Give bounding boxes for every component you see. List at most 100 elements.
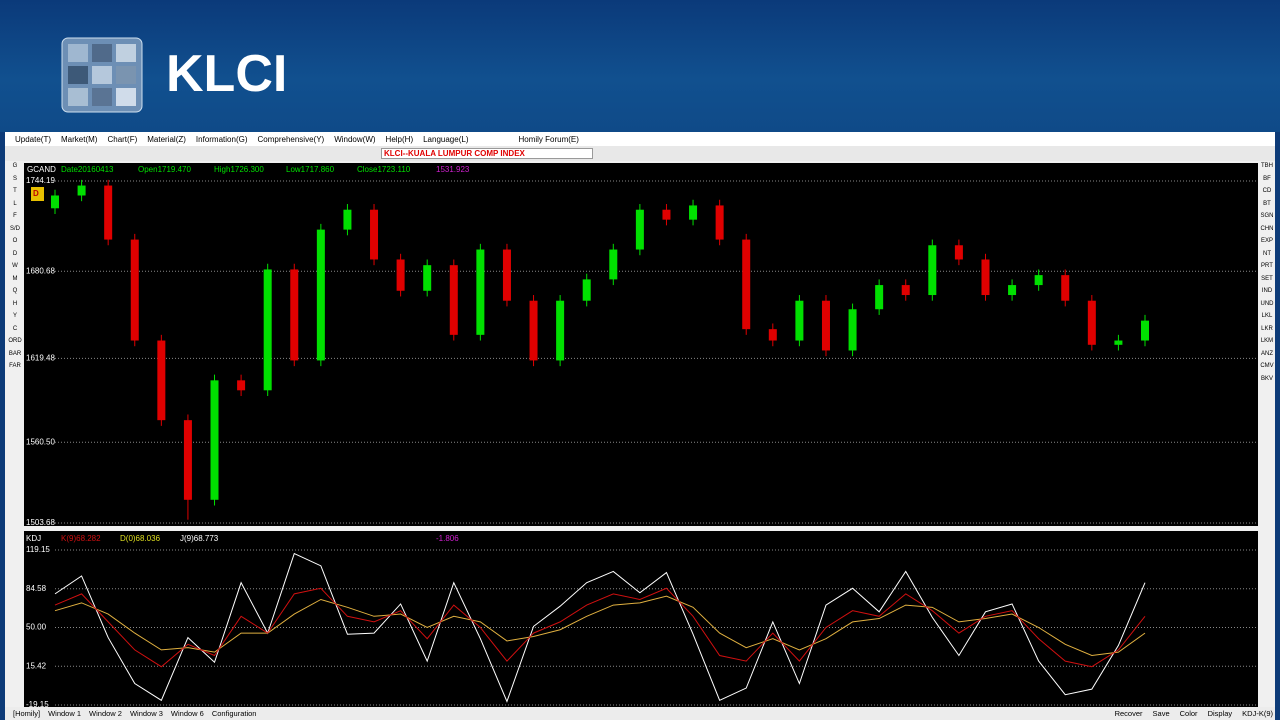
y-tick-label: 119.15 xyxy=(26,545,50,554)
quote-info: Low1717.860 xyxy=(286,165,335,174)
tool-button[interactable]: BAR xyxy=(8,350,22,357)
charts: 1744.19 1680.68 1619.48 1560.50 1503.68 GCAND… xyxy=(24,163,1258,707)
menu-item[interactable]: Market(M) xyxy=(61,134,98,144)
candle-body xyxy=(51,195,59,209)
quote-info: 1531.923 xyxy=(436,165,470,174)
tool-button[interactable]: S xyxy=(12,175,17,182)
tool-button[interactable]: CHN xyxy=(1260,225,1274,232)
status-button[interactable]: Recover xyxy=(1114,709,1143,718)
tool-button[interactable]: Q xyxy=(12,288,18,294)
y-tick-label: -19.15 xyxy=(26,700,49,707)
tab[interactable]: [Homily] xyxy=(13,709,41,718)
kdj-line xyxy=(54,552,1146,703)
badge: D xyxy=(33,189,39,198)
candle-body xyxy=(502,249,511,301)
tool-button[interactable]: Y xyxy=(12,313,17,319)
status-button[interactable]: Save xyxy=(1152,709,1170,718)
candle-body xyxy=(529,300,538,361)
toolbar: KLCI--KUALA LUMPUR COMP INDEX xyxy=(5,146,1275,161)
quote-info: High1726.300 xyxy=(214,165,264,174)
candle-body xyxy=(768,329,777,341)
banner: KLCI xyxy=(0,0,1280,132)
panel-name: KDJ xyxy=(26,534,41,543)
candle-body xyxy=(742,239,751,330)
tab[interactable]: Window 2 xyxy=(89,709,122,718)
tool-button[interactable]: SGN xyxy=(1260,213,1274,219)
tool-button[interactable]: UND xyxy=(1260,300,1274,307)
menu-item[interactable]: Update(T) xyxy=(15,134,52,144)
candle-body xyxy=(1061,275,1070,301)
y-tick-label: 1560.50 xyxy=(26,437,55,446)
tool-button[interactable]: PRT xyxy=(1261,263,1273,269)
candle-body xyxy=(423,265,432,291)
indicator-info: J(9)68.773 xyxy=(180,534,219,543)
tool-button[interactable]: T xyxy=(13,188,17,194)
candle-body xyxy=(290,269,299,361)
tool-button[interactable]: EXP xyxy=(1260,238,1273,244)
tool-button[interactable]: L xyxy=(13,200,17,207)
candle-body xyxy=(582,279,591,301)
tool-button[interactable]: CMV xyxy=(1260,363,1274,369)
symbol-box[interactable]: KLCI--KUALA LUMPUR COMP INDEX xyxy=(381,148,593,159)
status-button[interactable]: KDJ-K(9) xyxy=(1242,709,1273,718)
tool-button[interactable]: W xyxy=(12,263,18,269)
tool-button[interactable]: G xyxy=(12,163,18,169)
tool-button[interactable]: ORD xyxy=(8,338,22,344)
indicator-info: K(9)68.282 xyxy=(61,534,101,543)
tool-button[interactable]: D xyxy=(12,250,18,257)
status-button[interactable]: Color xyxy=(1179,709,1198,718)
badge-box xyxy=(31,187,44,201)
tool-button[interactable]: LKM xyxy=(1260,338,1274,344)
tool-button[interactable]: S/D xyxy=(9,225,20,232)
menu-item[interactable]: Chart(F) xyxy=(107,134,138,144)
tool-button[interactable]: IND xyxy=(1261,288,1273,294)
tool-button[interactable]: BT xyxy=(1263,200,1271,207)
candle-body xyxy=(901,285,910,296)
candle-body xyxy=(875,285,884,310)
menu-item[interactable]: Language(L) xyxy=(423,134,469,144)
tool-button[interactable]: FAR xyxy=(9,363,21,369)
tool-button[interactable]: TBH xyxy=(1261,163,1273,169)
y-tick-label: 50.00 xyxy=(26,623,47,632)
tool-button[interactable]: ANZ xyxy=(1261,350,1273,357)
tool-button[interactable]: O xyxy=(12,238,18,244)
kdj-line xyxy=(54,587,1146,668)
tool-button[interactable]: M xyxy=(12,275,18,282)
tool-button[interactable]: H xyxy=(12,300,18,307)
menu-item[interactable]: Help(H) xyxy=(385,134,414,144)
status-button[interactable]: Display xyxy=(1207,709,1233,718)
tab[interactable]: Window 3 xyxy=(129,709,163,718)
tab[interactable]: Window 1 xyxy=(48,709,82,718)
menu-item[interactable]: Information(G) xyxy=(195,134,248,144)
candle-body xyxy=(370,209,379,260)
candle-body xyxy=(157,340,166,421)
candle-body xyxy=(449,265,458,335)
menu-item[interactable]: Window(W) xyxy=(334,134,376,144)
tool-button[interactable]: CD xyxy=(1262,188,1272,194)
candle-body xyxy=(981,259,990,296)
kdj-panel xyxy=(24,531,1258,707)
candle-body xyxy=(689,205,698,220)
indicator-info: D(0)68.036 xyxy=(120,534,161,543)
quote-info: Close1723.110 xyxy=(357,165,411,174)
tool-button[interactable]: LKR xyxy=(1261,325,1273,332)
logo xyxy=(61,37,143,113)
tool-button[interactable]: SET xyxy=(1261,275,1273,282)
candle-body xyxy=(848,309,857,351)
tool-button[interactable]: F xyxy=(13,213,17,219)
tab[interactable]: Configuration xyxy=(211,709,257,718)
tab-bar: [Homily] Window 1 Window 2 Window 3 Window 6… xyxy=(5,707,1275,720)
tool-button[interactable]: NT xyxy=(1263,250,1271,257)
quote-info: GCAND xyxy=(27,165,56,174)
menu-item[interactable]: Material(Z) xyxy=(147,134,186,144)
tab[interactable]: Window 6 xyxy=(170,709,204,718)
kdj-line xyxy=(54,595,1146,657)
tool-button[interactable]: BKV xyxy=(1260,375,1273,382)
tool-button[interactable]: BF xyxy=(1263,175,1271,182)
menu-item[interactable]: Comprehensive(Y) xyxy=(257,134,325,144)
tool-button[interactable]: LKL xyxy=(1261,313,1273,319)
candle-body xyxy=(396,259,405,291)
candle-body xyxy=(662,209,671,220)
menu-item[interactable]: Homily Forum(E) xyxy=(518,134,579,144)
tool-button[interactable]: C xyxy=(12,325,18,332)
